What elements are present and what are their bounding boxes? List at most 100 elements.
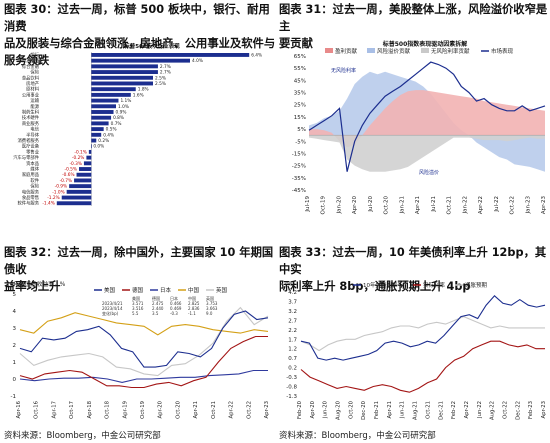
x-tick-label: Apr-19 [122,401,128,418]
y-axis-label: (%) [285,282,295,288]
y-tick-label: 5 [13,292,17,298]
table-cell: 3.5 [152,311,159,316]
x-tick-label: Oct-17 [69,401,75,419]
data-label: 1.8% [138,87,149,93]
category-label: 银行 [30,51,39,58]
x-tick-label: Jan-22 [462,196,468,214]
panel-title: 图表 32：过去一周，除中国外，主要国家 10 年期国债收 益率均上升 [4,244,276,295]
y-tick-label: 0.2 [288,366,297,372]
annotation-risk-free: 无风险利率 [331,67,356,74]
y-tick-label: 0 [13,377,17,383]
series-line-日本 [19,369,268,383]
category-label: 家庭用品 [22,171,39,178]
bar [91,121,109,126]
y-tick-label: -0.8 [286,385,297,391]
panel-title: 图表 33：过去一周，10 年美债利率上升 12bp，其中实 际利率上升 8bp… [279,244,549,295]
category-label: 保险 [30,183,39,190]
x-tick-label: Oct-22 [510,196,516,215]
x-tick-label: Apr-21 [387,401,393,418]
legend-label: 英国 [216,286,228,294]
data-label: 0.4% [103,132,114,138]
x-tick-label: Dec-21 [438,401,444,420]
bar [74,178,92,183]
table-cell: 2.475 [152,301,164,306]
data-label: -0.7% [60,178,72,184]
legend-label: 德国 [132,286,144,294]
y-tick-label: 2.7 [288,318,297,324]
x-tick-label: Apr-16 [16,400,22,418]
data-label: 0.5% [106,127,117,133]
category-label: 食品饮料 [22,74,40,81]
panel-title: 图表 30：过去一周，标普 500 板块中，银行、耐用消费 品及服装与综合金融领… [4,1,276,69]
panel-chart-33: 图表 33：过去一周，10 年美债利率上升 12bp，其中实 际利率上升 8bp… [275,222,550,443]
x-tick-label: Dec-20 [361,400,367,420]
category-label: 商业服务 [22,120,40,127]
data-label: 2.7% [160,64,171,70]
x-tick-label: Apr-21 [415,196,421,214]
category-label: 技术硬件 [22,114,40,121]
x-tick-label: Apr-23 [264,401,270,418]
bar [66,189,92,194]
title-line: 图表 31：过去一周，美股整体上涨，风险溢价收窄是主 [279,3,548,33]
us10y-breakdown-chart: (%) 10年美债利率 实际利率 通胀预期 4.2 3.7 3.2 2.7 2.2 1.7 1.2 0… [285,281,547,420]
table-header: 日本 [170,295,178,301]
legend-swatch [367,48,375,53]
data-label: 2.7% [160,70,171,76]
y-tick-label: -35% [292,176,306,182]
table-cell: 变化(bp) [102,310,119,316]
series-line-美国 [19,310,269,368]
data-label: 0.9% [116,109,127,115]
table-header: 英国 [206,295,214,301]
x-tick-label: Jun-22 [477,401,483,419]
x-tick-label: Oct-20 [175,400,181,418]
table-cell: 2023/4/14 [102,306,123,311]
category-label: 运输 [30,97,39,104]
category-label: 软件与服务 [18,200,40,207]
annotation-risk-premium: 风险溢价 [419,169,439,176]
legend-label: 无风险利率贡献 [431,47,470,55]
bar [91,138,97,143]
x-tick-label: Aug-21 [413,401,419,420]
title-line: 图表 33：过去一周，10 年美债利率上升 12bp，其中实 [279,246,547,276]
x-tick-label: Jan-23 [525,196,531,215]
bar [91,104,116,109]
y-axis-label: 10年期国债收益率，% [6,280,66,288]
x-tick-label: Jul-22 [494,196,500,213]
data-label: 0.7% [111,121,122,127]
bar [91,92,131,97]
legend-label: 风险溢价贡献 [377,47,411,55]
y-tick-label: 55% [294,66,306,72]
category-label: 保险 [30,69,39,76]
category-label: 食品零售 [22,194,39,201]
series-line-通胀预期 [300,316,545,352]
y-tick-label: -5% [295,139,306,145]
legend-label: 美国 [104,286,116,294]
y-tick-label: -1.3 [286,394,297,400]
data-label: -1.0% [52,189,64,195]
x-tick-label: Oct-19 [140,401,146,419]
data-label: 0.2% [98,138,109,144]
bar [91,98,119,103]
x-tick-label: Apr-18 [87,400,93,418]
data-label: -0.3% [69,161,81,167]
x-tick-label: Oct-21 [447,196,453,215]
y-tick-label: 0.7 [288,356,297,362]
data-label: -0.5% [65,167,77,173]
x-tick-label: Oct-18 [105,400,111,418]
category-label: 消费者服务 [18,137,40,144]
x-tick-label: Oct-22 [502,401,508,419]
x-tick-label: Feb-20 [297,400,303,419]
data-label: 0.0% [93,144,104,150]
y-tick-label: -45% [292,188,306,194]
table-cell: 2023/4/21 [102,301,123,306]
y-tick-label: 3.7 [288,299,297,305]
x-tick-label: Aug-20 [336,400,342,420]
bar [83,161,92,166]
category-label: 汽车与零部件 [13,154,39,161]
area-earnings [309,90,545,148]
x-tick-label: Oct-21 [425,401,431,419]
bar [91,115,112,120]
